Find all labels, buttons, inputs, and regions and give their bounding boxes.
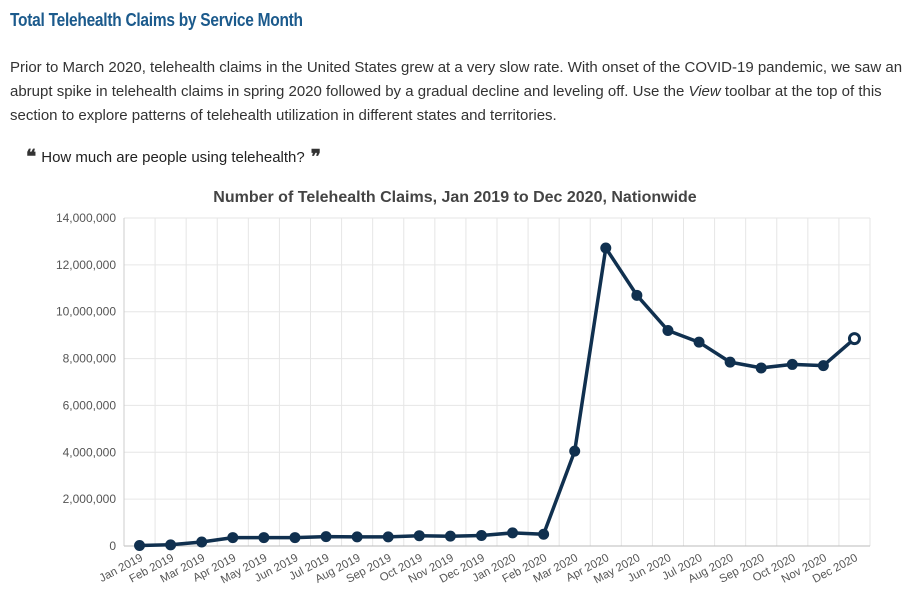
- view-toolbar-term: View: [688, 83, 721, 100]
- data-point: [196, 536, 208, 548]
- axes: [123, 218, 870, 547]
- intro-text-part1: Prior to March 2020, telehealth claims i…: [10, 59, 903, 100]
- data-point: [631, 289, 643, 301]
- data-point: [475, 529, 487, 541]
- quote-heading: ❝ How much are people using telehealth? …: [26, 146, 321, 168]
- data-point: [755, 362, 767, 374]
- data-point: [382, 531, 394, 543]
- close-quote-icon: ❞: [310, 146, 321, 168]
- section-title: Total Telehealth Claims by Service Month: [10, 10, 303, 30]
- data-point: [538, 528, 550, 540]
- data-point: [413, 530, 425, 542]
- open-quote-icon: ❝: [26, 146, 37, 168]
- data-point: [289, 532, 301, 544]
- data-point: [227, 532, 239, 544]
- data-point: [320, 531, 332, 543]
- data-point: [600, 242, 612, 254]
- data-point: [847, 332, 861, 346]
- intro-paragraph: Prior to March 2020, telehealth claims i…: [10, 56, 905, 128]
- y-tick-label: 4,000,000: [63, 445, 117, 459]
- y-tick-label: 6,000,000: [63, 398, 117, 412]
- y-tick-label: 12,000,000: [56, 258, 116, 272]
- data-point: [351, 531, 363, 543]
- telehealth-claims-line-chart: 0 2,000,000 4,000,000 6,000,000 8,000,000 10,…: [56, 211, 871, 586]
- data-point: [724, 356, 736, 368]
- data-point: [569, 445, 581, 457]
- data-point: [507, 527, 519, 539]
- data-point: [134, 540, 146, 552]
- data-point: [693, 336, 705, 348]
- y-axis-tick-labels: 0 2,000,000 4,000,000 6,000,000 8,000,000 10,…: [56, 211, 116, 553]
- y-tick-label: 14,000,000: [56, 211, 116, 225]
- quote-text: How much are people using telehealth?: [41, 148, 305, 166]
- data-point: [444, 530, 456, 542]
- chart-title: Number of Telehealth Claims, Jan 2019 to…: [213, 189, 697, 206]
- y-tick-label: 10,000,000: [56, 305, 116, 319]
- data-point: [786, 358, 798, 370]
- data-points: [134, 242, 861, 552]
- grid-lines: [123, 217, 871, 547]
- y-tick-label: 8,000,000: [63, 352, 117, 366]
- data-point: [258, 532, 270, 544]
- intro-text-part2: toolbar at the top of this section to ex…: [10, 83, 882, 124]
- data-point: [662, 324, 674, 336]
- data-point: [817, 360, 829, 372]
- y-tick-label: 0: [109, 539, 116, 553]
- y-tick-label: 2,000,000: [63, 492, 117, 506]
- data-point: [165, 539, 177, 551]
